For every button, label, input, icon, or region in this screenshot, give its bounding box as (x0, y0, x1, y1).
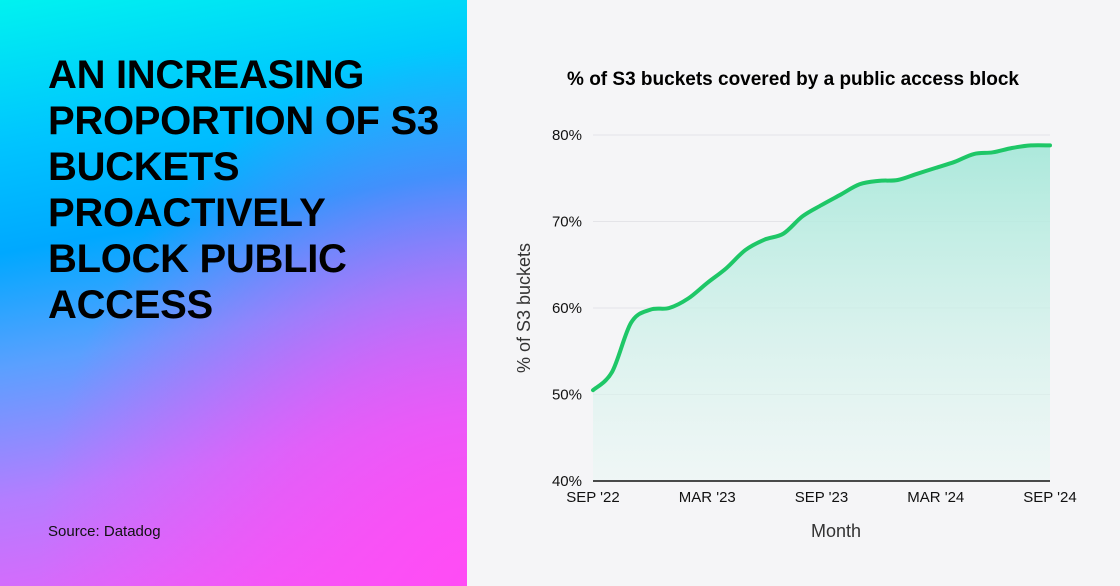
area-fill (593, 145, 1050, 481)
y-tick-label: 50% (552, 387, 582, 404)
headline: AN INCREASING PROPORTION OF S3 BUCKETS P… (48, 53, 439, 327)
y-axis-label: % of S3 buckets (514, 243, 534, 373)
chart-title: % of S3 buckets covered by a public acce… (567, 69, 1019, 90)
x-tick-labels: SEP '22 MAR '23 SEP '23 MAR '24 SEP '24 (566, 489, 1076, 506)
y-tick-label: 80% (552, 127, 582, 144)
x-tick-label: SEP '23 (795, 489, 848, 506)
x-tick-label: SEP '22 (566, 489, 619, 506)
series-line (591, 143, 1052, 393)
x-tick-label: MAR '23 (679, 489, 736, 506)
y-tick-label: 60% (552, 300, 582, 317)
x-axis-label: Month (811, 521, 861, 541)
y-tick-label: 70% (552, 214, 582, 231)
source-note: Source: Datadog (48, 523, 161, 540)
y-tick-label: 40% (552, 473, 582, 490)
x-tick-label: MAR '24 (907, 489, 964, 506)
headline-panel: AN INCREASING PROPORTION OF S3 BUCKETS P… (0, 0, 467, 586)
y-tick-labels: 40% 50% 60% 70% 80% (552, 127, 582, 490)
x-tick-label: SEP '24 (1023, 489, 1076, 506)
